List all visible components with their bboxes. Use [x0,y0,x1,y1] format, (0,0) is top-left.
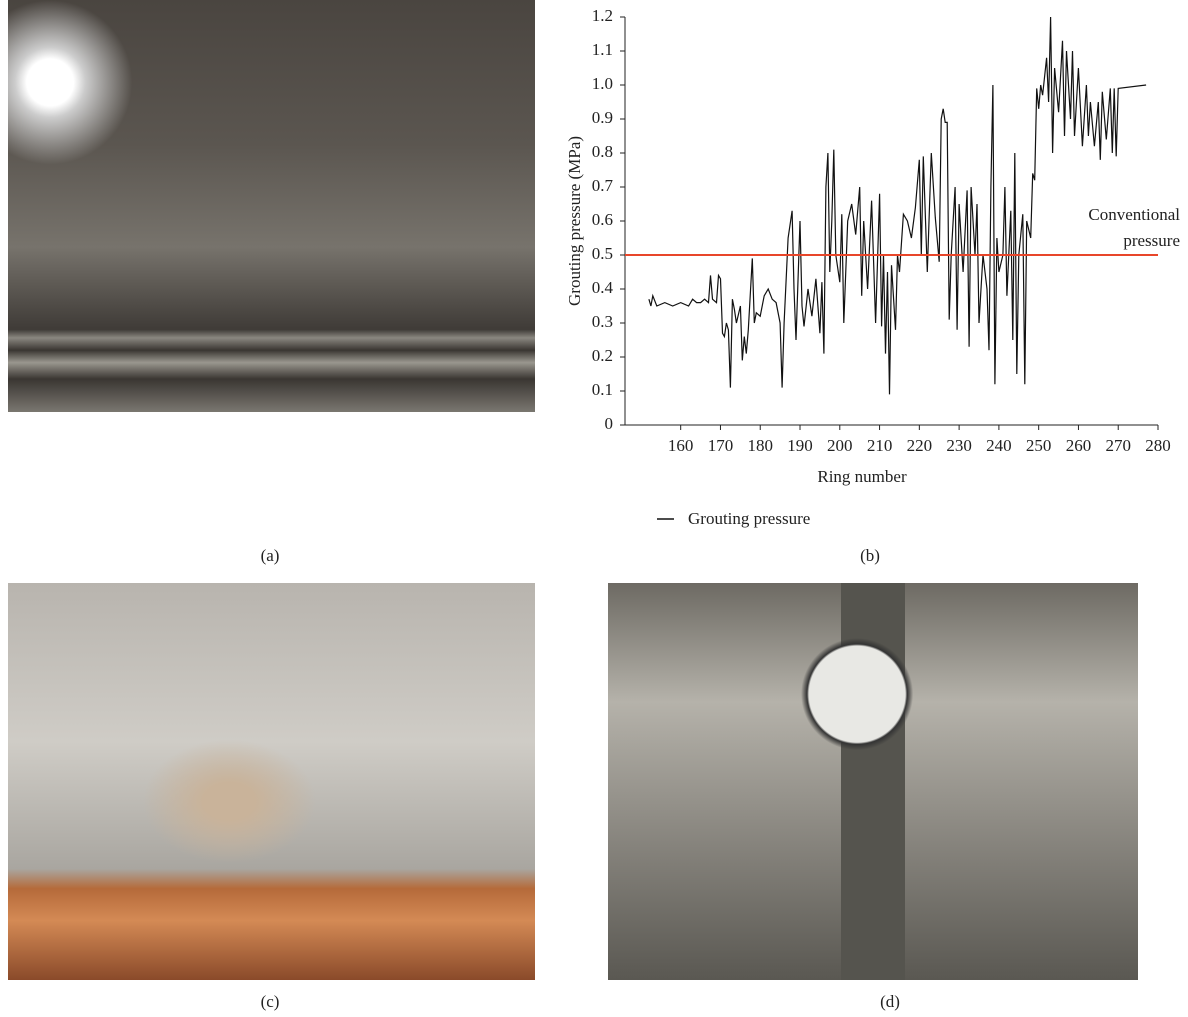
y-tick-label: 1.1 [592,40,613,59]
y-axis-label: Grouting pressure (MPa) [565,136,584,306]
y-tick-label: 0.5 [592,244,613,263]
caption: (a) [261,546,280,565]
caption: (b) [860,546,880,565]
x-tick-label: 210 [867,436,893,455]
x-tick-label: 180 [747,436,773,455]
y-tick-label: 0.1 [592,380,613,399]
x-tick-label: 220 [907,436,933,455]
y-tick-label: 1.2 [592,6,613,25]
y-tick-label: 0.2 [592,346,613,365]
x-tick-label: 280 [1145,436,1171,455]
y-tick-label: 0.7 [592,176,614,195]
reference-label: Conventional pressure [1040,202,1180,254]
chart: Ring number Grouting pressure (MPa) (a) … [0,0,1188,1017]
page: {"chart_data": {"type": "line", "ylabel"… [0,0,1188,1017]
x-tick-label: 260 [1066,436,1092,455]
caption: (c) [261,992,280,1011]
x-tick-label: 190 [787,436,813,455]
x-tick-label: 170 [708,436,734,455]
y-tick-label: 0.8 [592,142,613,161]
caption: (d) [880,992,900,1011]
x-tick-label: 240 [986,436,1012,455]
legend-label: Grouting pressure [688,509,810,528]
x-tick-label: 250 [1026,436,1052,455]
y-tick-label: 0.4 [592,278,614,297]
x-tick-label: 270 [1105,436,1131,455]
y-tick-label: 0.6 [592,210,613,229]
x-tick-label: 230 [946,436,972,455]
y-tick-label: 0.9 [592,108,613,127]
x-tick-label: 160 [668,436,694,455]
y-tick-label: 0.3 [592,312,613,331]
x-axis-label: Ring number [817,467,907,486]
y-tick-label: 1.0 [592,74,613,93]
y-tick-label: 0 [605,414,614,433]
x-tick-label: 200 [827,436,853,455]
